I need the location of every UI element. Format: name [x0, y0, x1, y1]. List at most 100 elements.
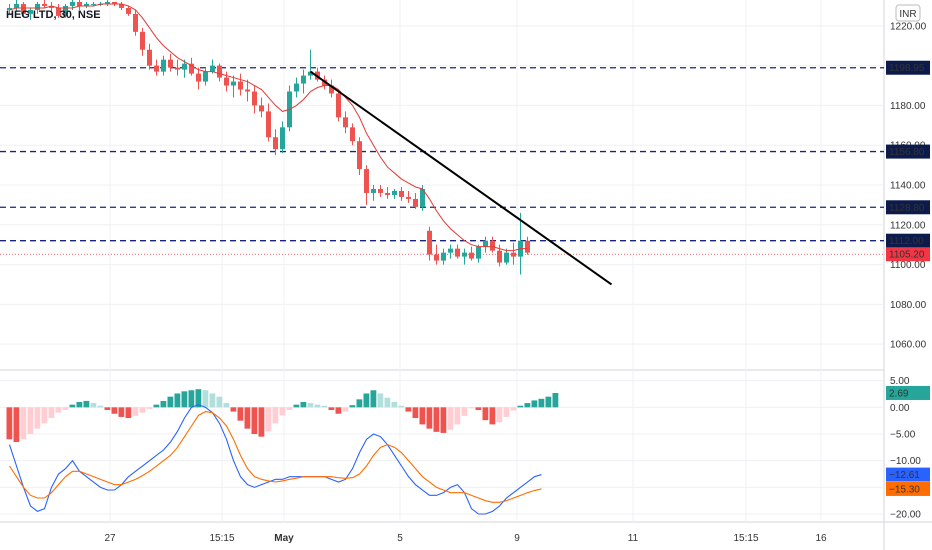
- candlesticks: [7, 0, 530, 275]
- histogram-bar: [153, 404, 160, 408]
- candle-body: [84, 3, 89, 6]
- histogram-bar: [146, 407, 153, 409]
- histogram-bar: [209, 393, 216, 408]
- candle-body: [70, 1, 75, 6]
- candle-body: [392, 190, 397, 195]
- candle-body: [182, 63, 187, 70]
- histogram-bar: [398, 405, 405, 408]
- histogram-bar: [433, 407, 440, 432]
- currency-badge-label: INR: [899, 9, 916, 20]
- histogram-bar: [272, 407, 279, 424]
- histogram-bar: [391, 402, 398, 408]
- histogram-bar: [132, 407, 139, 416]
- price-tick-label: 1120.00: [890, 220, 926, 231]
- level-label: 1112.00: [889, 236, 924, 247]
- time-axis: 27 15:15 May 5 9 11 15:15 16: [104, 533, 827, 544]
- candle-body: [105, 1, 110, 4]
- candle-body: [448, 248, 453, 253]
- candle-body: [133, 13, 138, 32]
- histogram-bar: [69, 404, 76, 408]
- candle-body: [28, 9, 33, 14]
- candle-body: [196, 73, 201, 82]
- histogram-bar: [461, 407, 468, 416]
- candle-body: [49, 5, 54, 8]
- histogram-bar: [265, 407, 272, 432]
- candle-body: [112, 1, 117, 4]
- histogram-bar: [356, 399, 363, 408]
- histogram-bar: [524, 403, 531, 408]
- histogram-bar: [195, 389, 202, 408]
- candle-body: [203, 71, 208, 82]
- indicator-readout-label: −15.30: [889, 484, 920, 495]
- histogram-bar: [440, 407, 447, 433]
- time-tick-label: 15:15: [733, 533, 758, 544]
- candle-body: [329, 85, 334, 94]
- histogram-bar: [118, 407, 125, 417]
- candle-body: [427, 230, 432, 255]
- candle-body: [14, 3, 19, 8]
- histogram-bar: [286, 407, 293, 410]
- candle-body: [406, 196, 411, 199]
- histogram-bar: [384, 397, 391, 408]
- histogram-bar: [55, 407, 62, 413]
- price-tick-label: 1100.00: [890, 260, 926, 271]
- histogram-bar: [349, 405, 356, 408]
- candle-body: [378, 188, 383, 193]
- histogram-bar: [412, 407, 419, 418]
- candle-body: [385, 192, 390, 195]
- candle-body: [504, 252, 509, 263]
- histogram-bar: [454, 407, 461, 425]
- signal-line: [9, 411, 542, 503]
- macd-histogram: [6, 389, 559, 442]
- candle-body: [399, 190, 404, 197]
- histogram-bar: [489, 407, 496, 425]
- histogram-bar: [202, 390, 209, 408]
- histogram-bar: [475, 407, 482, 410]
- histogram-bar: [6, 407, 13, 440]
- candle-body: [280, 127, 285, 150]
- histogram-bar: [307, 403, 314, 408]
- histogram-bar: [76, 402, 83, 408]
- level-label: 1156.80: [889, 147, 925, 158]
- candle-body: [224, 77, 229, 86]
- histogram-bar: [328, 407, 335, 410]
- time-tick-label: 11: [628, 533, 639, 544]
- macd-line: [8, 404, 542, 515]
- histogram-bar: [174, 393, 181, 408]
- level-label: 1128.80: [889, 203, 925, 214]
- horizontal-levels: [0, 67, 884, 255]
- candle-body: [357, 141, 362, 170]
- indicator-readout-label: −12.61: [889, 470, 920, 481]
- time-tick-label: 15:15: [209, 533, 234, 544]
- level-label-box: [886, 200, 930, 215]
- candle-body: [35, 3, 40, 10]
- histogram-bar: [370, 390, 377, 408]
- current-price-label: 1105.20: [889, 250, 925, 261]
- candle-body: [210, 65, 215, 72]
- candle-body: [497, 250, 502, 263]
- histogram-bar: [552, 392, 559, 408]
- currency-badge[interactable]: INR: [895, 4, 921, 22]
- histogram-bar: [426, 407, 433, 429]
- histogram-bar: [321, 405, 328, 408]
- histogram-bar: [342, 407, 349, 412]
- candle-body: [161, 59, 166, 72]
- histogram-bar: [244, 407, 251, 429]
- histogram-bar: [48, 407, 55, 418]
- candle-body: [238, 81, 243, 90]
- candle-body: [175, 67, 180, 70]
- candle-body: [308, 71, 313, 76]
- histogram-bar: [496, 407, 503, 423]
- histogram-bar: [62, 407, 69, 410]
- histogram-bar: [300, 402, 307, 408]
- histogram-bar: [41, 407, 48, 424]
- histogram-bar: [468, 407, 475, 409]
- time-tick-label: 16: [815, 533, 827, 544]
- histogram-bar: [314, 404, 321, 408]
- histogram-bar: [160, 400, 167, 408]
- macd-tick-label: 0.00: [890, 403, 910, 414]
- candle-body: [56, 7, 61, 16]
- level-label-box: [886, 233, 930, 248]
- histogram-bar: [258, 407, 265, 437]
- histogram-bar: [83, 400, 90, 408]
